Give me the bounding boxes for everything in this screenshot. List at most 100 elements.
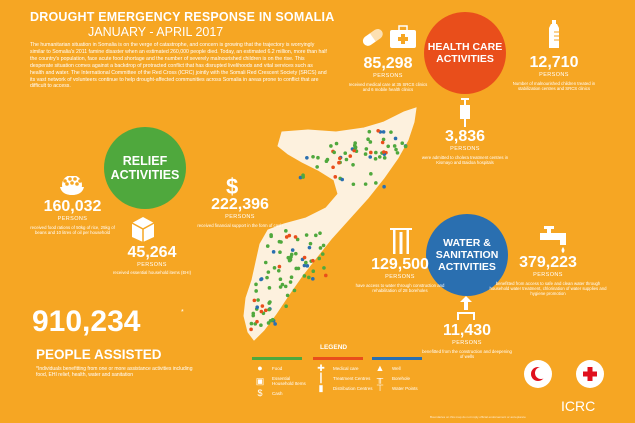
legend-bar-water: [372, 357, 422, 360]
map-marker: [394, 147, 398, 152]
syringe-icon: ┃: [318, 373, 324, 383]
map-marker: [393, 136, 398, 141]
map-marker: [301, 175, 305, 179]
map-marker: [252, 298, 257, 303]
essential-items-stat: 45,264 PERSONS received essential househ…: [112, 244, 192, 275]
map-marker: [284, 304, 288, 309]
map-marker: [266, 270, 271, 274]
srcs-red-crescent-emblem: [524, 360, 552, 388]
map-marker: [255, 319, 259, 324]
map-marker: [278, 277, 283, 282]
legend-item-distribution: ▮ Distribution Centres: [313, 383, 373, 393]
relief-activities-badge: RELIEF ACTIVITIES: [104, 127, 186, 209]
map-marker: [302, 255, 307, 260]
map-marker: [280, 282, 285, 287]
map-marker: [311, 277, 315, 281]
map-marker: [278, 285, 283, 289]
nutrition-stat: 12,710 PERSONS Number of malnourished ch…: [512, 54, 596, 92]
box-icon: [128, 213, 158, 248]
map-marker: [323, 273, 328, 278]
legend-item-food: ● Food: [252, 363, 312, 373]
bottle-icon: [548, 20, 560, 55]
map-marker: [381, 137, 386, 142]
map-marker: [333, 175, 338, 179]
map-marker: [311, 269, 316, 274]
map-marker: [338, 156, 342, 161]
map-marker: [284, 229, 288, 233]
map-marker: [324, 159, 329, 163]
icrc-red-cross-emblem: [576, 360, 604, 388]
tap-icon: [538, 226, 570, 259]
map-marker: [305, 155, 309, 160]
box-icon: ▣: [255, 375, 265, 386]
total-footnote-marker: *: [181, 309, 184, 316]
map-marker: [295, 237, 300, 242]
rice-bowl-icon: [54, 175, 90, 196]
medkit-icon: [360, 24, 420, 55]
map-marker: [369, 172, 373, 176]
map-marker: [353, 146, 358, 150]
map-marker: [249, 321, 254, 326]
map-marker: [368, 140, 373, 144]
legend-item-essential: ▣ Essential Household Items: [252, 376, 312, 386]
map-marker: [318, 231, 322, 235]
water-access-stat: 129,500 PERSONS have access to water thr…: [355, 256, 445, 294]
map-marker: [331, 165, 335, 170]
map-marker: [316, 155, 320, 160]
map-marker: [363, 152, 368, 156]
map-marker: [352, 148, 356, 153]
map-marker: [369, 150, 373, 155]
cash-stat: 222,396 PERSONS received financial suppo…: [197, 196, 283, 228]
total-assisted-label: PEOPLE ASSISTED: [36, 347, 162, 362]
health-care-activities-badge: HEALTH CARE ACTIVITIES: [424, 12, 506, 94]
somalia-map: [243, 107, 417, 341]
dollar-icon: $: [226, 174, 239, 199]
total-assisted-value: 910,234: [32, 305, 141, 338]
map-marker: [255, 305, 260, 310]
map-marker: [386, 144, 390, 149]
map-marker: [251, 313, 256, 318]
treatment-stat: 3,836 PERSONS were admitted to cholera t…: [421, 128, 509, 166]
map-marker: [374, 181, 378, 185]
legend-item-water-points: ⊤ Water Points: [372, 384, 432, 393]
map-marker: [374, 150, 378, 155]
map-marker: [259, 309, 264, 314]
map-marker: [377, 155, 382, 159]
map-marker: [302, 263, 307, 268]
map-marker: [270, 317, 275, 322]
map-marker: [311, 258, 315, 263]
syringe-icon: [458, 98, 472, 133]
map-marker: [351, 162, 355, 167]
map-marker: [284, 235, 289, 239]
well-icon: [455, 296, 477, 325]
map-marker: [285, 293, 290, 298]
map-dots: [249, 128, 408, 332]
map-marker: [263, 260, 268, 265]
map-marker: [343, 151, 348, 156]
map-marker: [286, 255, 291, 260]
rice-bowl-icon: ●: [257, 363, 263, 373]
map-marker: [265, 275, 269, 280]
map-marker: [302, 274, 307, 278]
total-footnote: *Individuals benefitting from one or mor…: [36, 366, 193, 379]
map-marker: [322, 266, 326, 270]
legend-column-health: ✚ Medical care ┃ Treatment Centres ▮ Distri…: [313, 364, 373, 393]
map-marker: [307, 275, 311, 280]
map-marker: [292, 288, 297, 293]
legend-item-cash: $ Cash: [252, 389, 312, 398]
map-marker: [294, 251, 298, 256]
bottle-icon: ▮: [318, 383, 324, 393]
map-marker: [382, 184, 386, 189]
map-marker: [329, 144, 333, 148]
map-marker: [368, 155, 373, 159]
map-marker: [344, 157, 349, 162]
map-marker: [334, 141, 339, 146]
map-marker: [403, 144, 408, 149]
map-marker: [260, 304, 265, 308]
map-marker: [272, 266, 277, 270]
borehole-icon: ╥: [376, 373, 384, 383]
well-icon: ▲: [375, 363, 385, 373]
map-marker: [254, 289, 258, 293]
map-marker: [351, 182, 356, 187]
water-treatment-stat: 379,223 PERSONS benefitted from access t…: [489, 254, 607, 297]
